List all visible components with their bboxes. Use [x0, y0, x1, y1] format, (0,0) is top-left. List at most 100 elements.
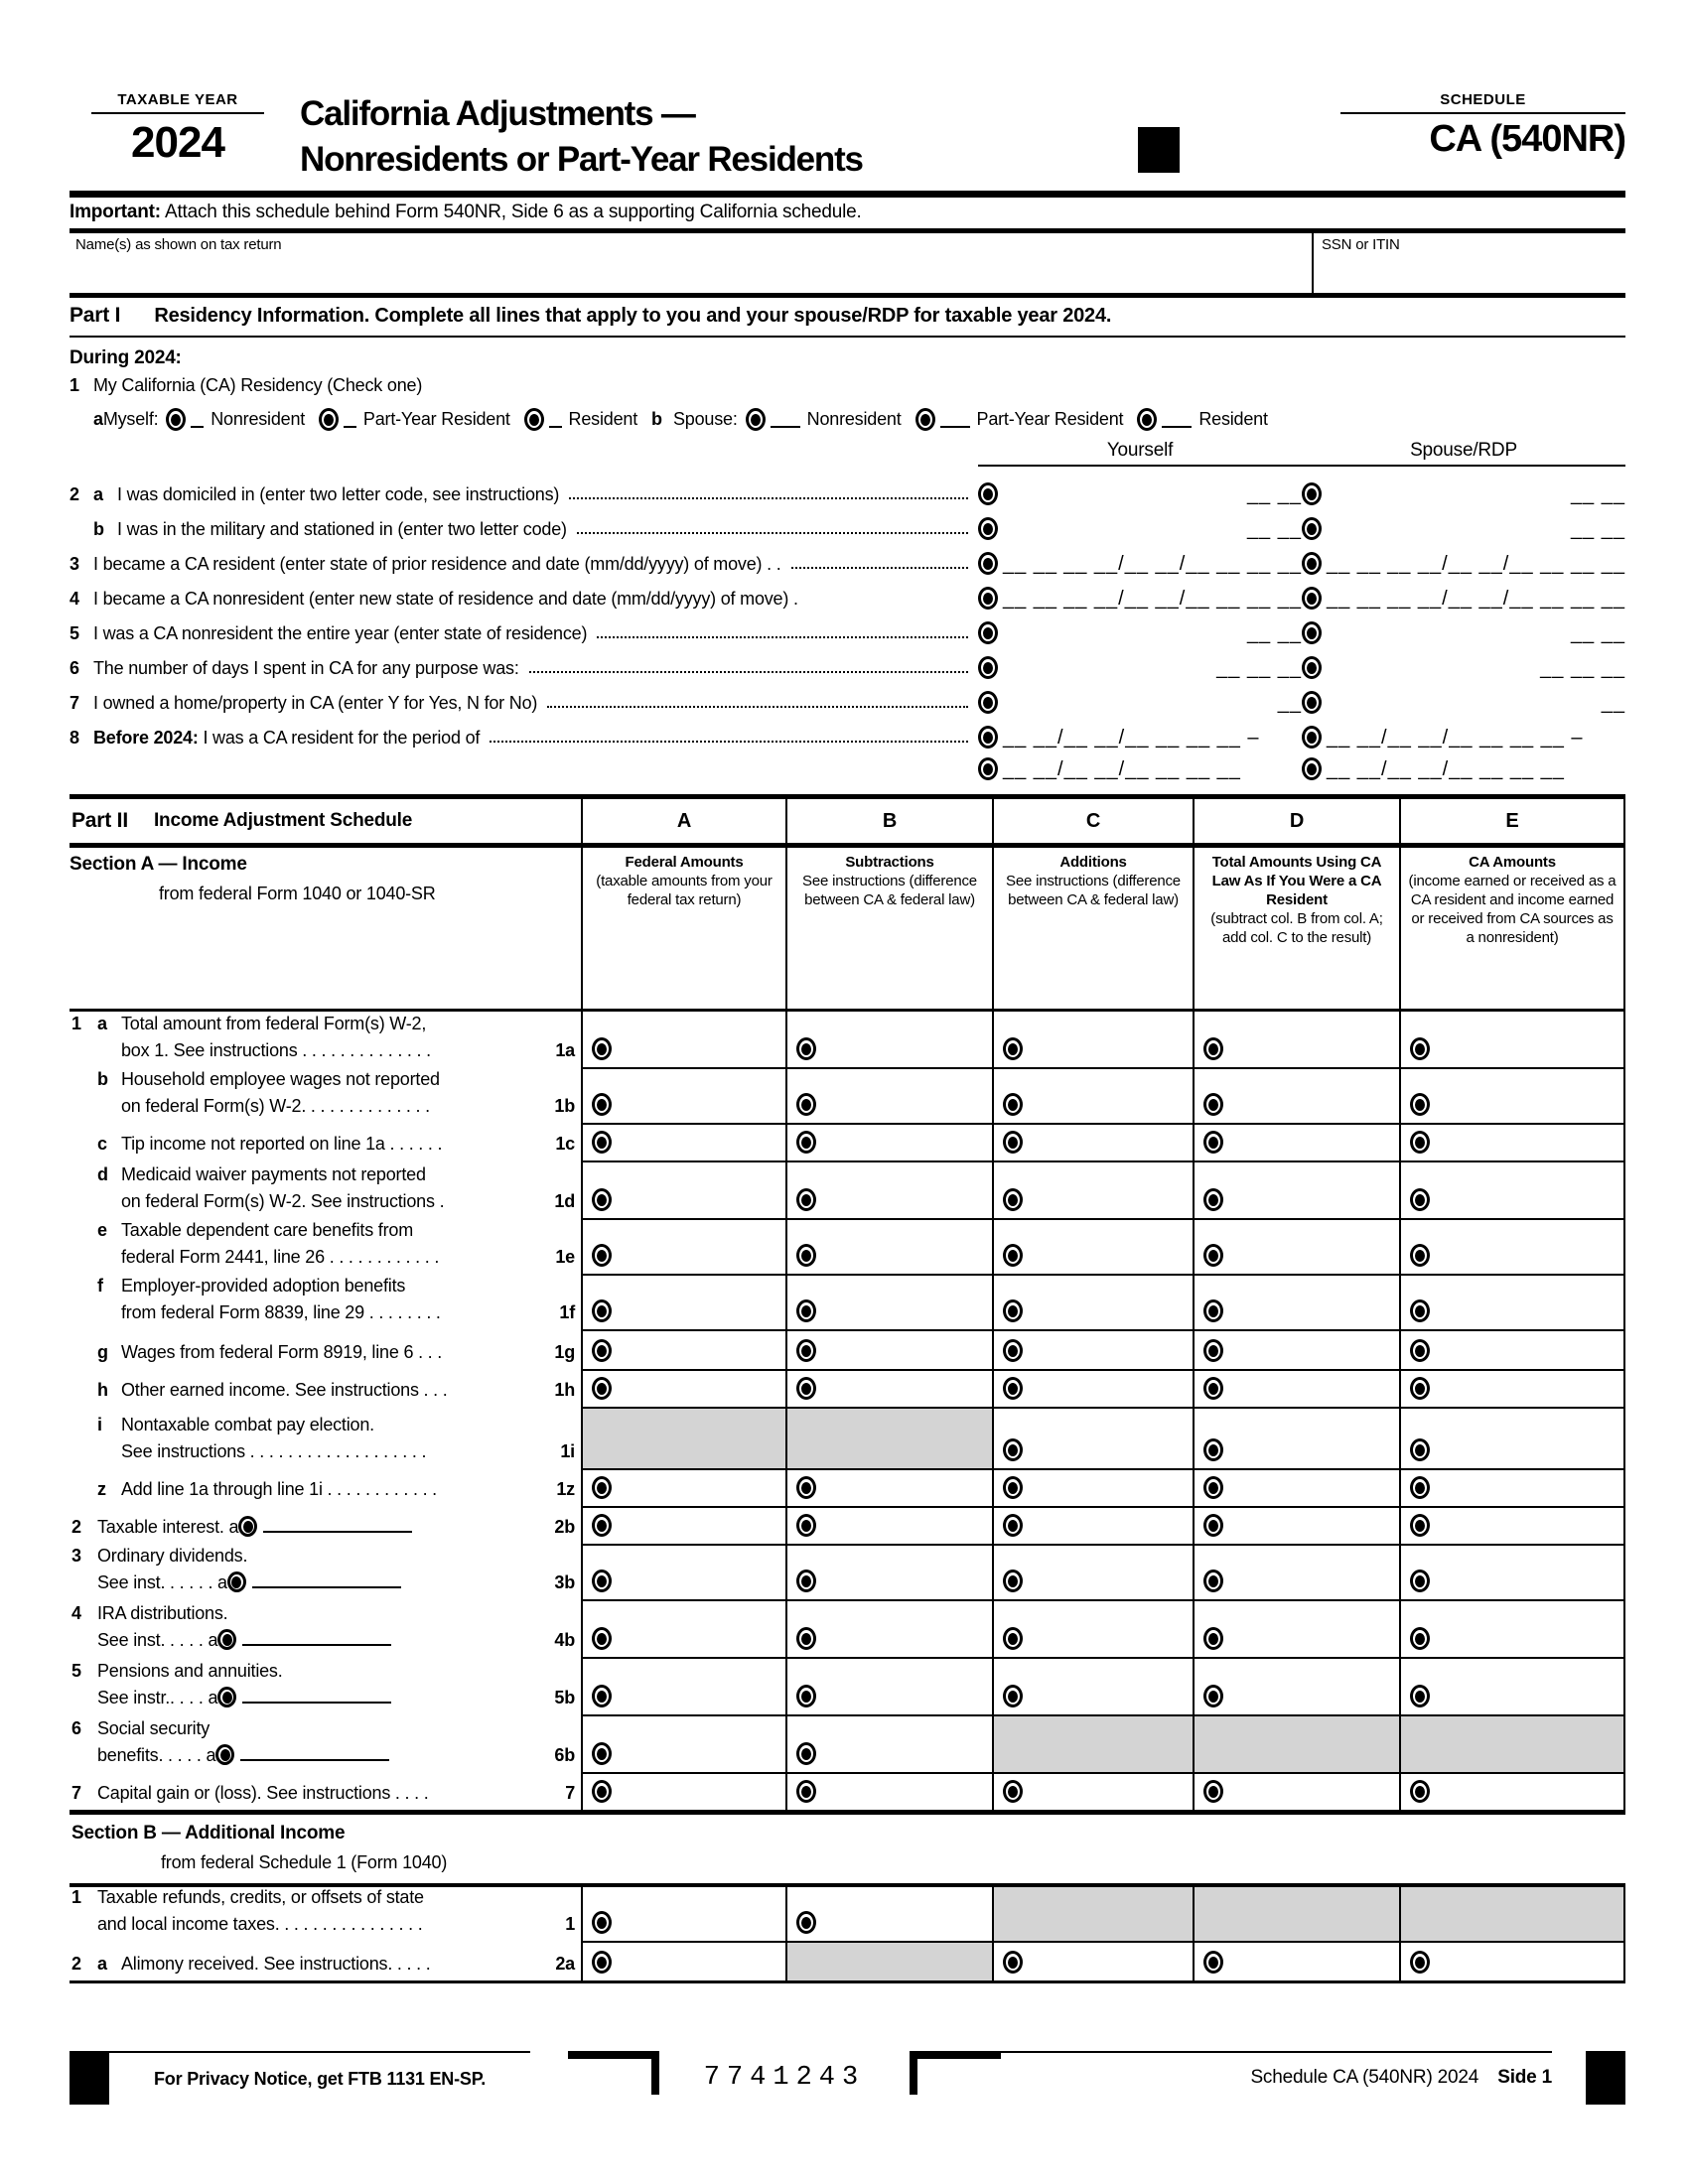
amount-blank[interactable]	[263, 1516, 413, 1533]
radio-button[interactable]	[592, 1570, 612, 1592]
radio-button[interactable]	[796, 1570, 816, 1592]
radio-button[interactable]	[796, 1244, 816, 1267]
radio-button[interactable]	[592, 1244, 612, 1267]
radio-button[interactable]	[796, 1131, 816, 1154]
amount-cell[interactable]	[992, 1123, 1193, 1160]
myself-nonresident-blank[interactable]	[191, 411, 205, 428]
radio-button[interactable]	[1410, 1377, 1430, 1400]
amount-cell[interactable]	[992, 1657, 1193, 1714]
amount-cell[interactable]	[1399, 1123, 1625, 1160]
radio-button[interactable]	[1410, 1244, 1430, 1267]
spouse-partyear-radio[interactable]	[914, 408, 935, 431]
radio-button[interactable]	[796, 1037, 816, 1060]
amount-cell[interactable]	[785, 1067, 992, 1123]
amount-cell[interactable]	[1193, 1772, 1399, 1810]
amount-cell[interactable]	[1193, 1544, 1399, 1599]
amount-cell[interactable]	[1193, 1941, 1399, 1980]
radio-button[interactable]	[1203, 1299, 1223, 1322]
radio-button[interactable]	[978, 757, 998, 780]
amount-cell[interactable]	[1193, 1657, 1399, 1714]
amount-cell[interactable]	[992, 1506, 1193, 1544]
radio-button[interactable]	[1302, 726, 1322, 749]
amount-cell[interactable]	[1399, 1369, 1625, 1407]
radio-button[interactable]	[592, 1514, 612, 1537]
amount-cell[interactable]	[992, 1772, 1193, 1810]
spouse-blank[interactable]: __ __/__ __/__ __ __ __	[1387, 588, 1625, 610]
radio-button[interactable]	[1203, 1685, 1223, 1707]
radio-button[interactable]	[592, 1951, 612, 1974]
radio-button[interactable]	[592, 1339, 612, 1362]
radio-button[interactable]	[1410, 1299, 1430, 1322]
yourself-blank[interactable]: __ __	[1246, 518, 1302, 540]
radio-button[interactable]	[592, 1131, 612, 1154]
amount-cell[interactable]	[1193, 1599, 1399, 1657]
radio-button[interactable]	[1203, 1244, 1223, 1267]
amount-cell[interactable]	[1193, 1123, 1399, 1160]
spouse-blank[interactable]: __ __	[1570, 518, 1625, 540]
radio-button[interactable]	[1410, 1093, 1430, 1116]
radio-button[interactable]	[1203, 1570, 1223, 1592]
yourself-blank[interactable]: __ __/__ __/__ __ __ __	[1063, 588, 1302, 610]
radio-button[interactable]	[1410, 1037, 1430, 1060]
yourself-blank[interactable]: __ __ __	[1216, 657, 1302, 679]
radio-button[interactable]	[1302, 757, 1322, 780]
spouse-blank[interactable]: __ __	[1570, 622, 1625, 644]
amount-cell[interactable]	[1399, 1506, 1625, 1544]
myself-partyear-radio[interactable]	[319, 408, 340, 431]
myself-partyear-blank[interactable]	[344, 411, 356, 428]
radio-button[interactable]	[1410, 1188, 1430, 1211]
amount-blank[interactable]	[242, 1629, 392, 1646]
amount-cell[interactable]	[785, 1506, 992, 1544]
amount-cell[interactable]	[785, 1544, 992, 1599]
radio-button[interactable]	[1302, 517, 1322, 540]
amount-cell[interactable]	[581, 1506, 785, 1544]
amount-cell[interactable]	[1399, 1329, 1625, 1369]
radio-button[interactable]	[1302, 552, 1322, 575]
amount-cell[interactable]	[785, 1012, 992, 1067]
amount-cell[interactable]	[1193, 1468, 1399, 1506]
amount-cell[interactable]	[1399, 1407, 1625, 1468]
spouse-blank[interactable]: __ __/__ __/__ __ __ __	[1327, 758, 1565, 780]
radio-button[interactable]	[978, 656, 998, 679]
yourself-blank[interactable]: __ __	[1246, 622, 1302, 644]
radio-button[interactable]	[1203, 1037, 1223, 1060]
amount-cell[interactable]	[992, 1160, 1193, 1218]
spouse-blank[interactable]: __ __	[1327, 588, 1382, 610]
radio-button[interactable]	[1003, 1377, 1023, 1400]
radio-button[interactable]	[796, 1742, 816, 1765]
radio-button[interactable]	[1410, 1339, 1430, 1362]
radio-button[interactable]	[1203, 1476, 1223, 1499]
amount-cell[interactable]	[785, 1599, 992, 1657]
radio-button[interactable]	[1003, 1438, 1023, 1461]
yourself-blank[interactable]: __	[1277, 692, 1302, 714]
yourself-blank[interactable]: __ __	[1246, 483, 1302, 505]
spouse-resident-blank[interactable]	[1162, 411, 1193, 428]
amount-cell[interactable]	[581, 1941, 785, 1980]
amount-cell[interactable]	[581, 1067, 785, 1123]
radio-button[interactable]	[796, 1514, 816, 1537]
radio-button[interactable]	[217, 1629, 237, 1650]
amount-blank[interactable]	[251, 1571, 401, 1588]
radio-button[interactable]	[978, 482, 998, 505]
radio-button[interactable]	[592, 1188, 612, 1211]
radio-button[interactable]	[1410, 1514, 1430, 1537]
radio-button[interactable]	[1203, 1339, 1223, 1362]
amount-cell[interactable]	[581, 1012, 785, 1067]
radio-button[interactable]	[796, 1093, 816, 1116]
radio-button[interactable]	[1410, 1476, 1430, 1499]
amount-blank[interactable]	[242, 1687, 392, 1704]
radio-button[interactable]	[1302, 587, 1322, 610]
amount-cell[interactable]	[1193, 1506, 1399, 1544]
amount-cell[interactable]	[992, 1369, 1193, 1407]
radio-button[interactable]	[1003, 1685, 1023, 1707]
radio-button[interactable]	[1203, 1093, 1223, 1116]
radio-button[interactable]	[796, 1780, 816, 1803]
spouse-nonresident-blank[interactable]	[770, 411, 800, 428]
radio-button[interactable]	[1003, 1188, 1023, 1211]
radio-button[interactable]	[1203, 1131, 1223, 1154]
amount-cell[interactable]	[785, 1657, 992, 1714]
amount-cell[interactable]	[1399, 1544, 1625, 1599]
yourself-blank[interactable]: __ __	[1003, 588, 1058, 610]
radio-button[interactable]	[592, 1377, 612, 1400]
radio-button[interactable]	[592, 1742, 612, 1765]
